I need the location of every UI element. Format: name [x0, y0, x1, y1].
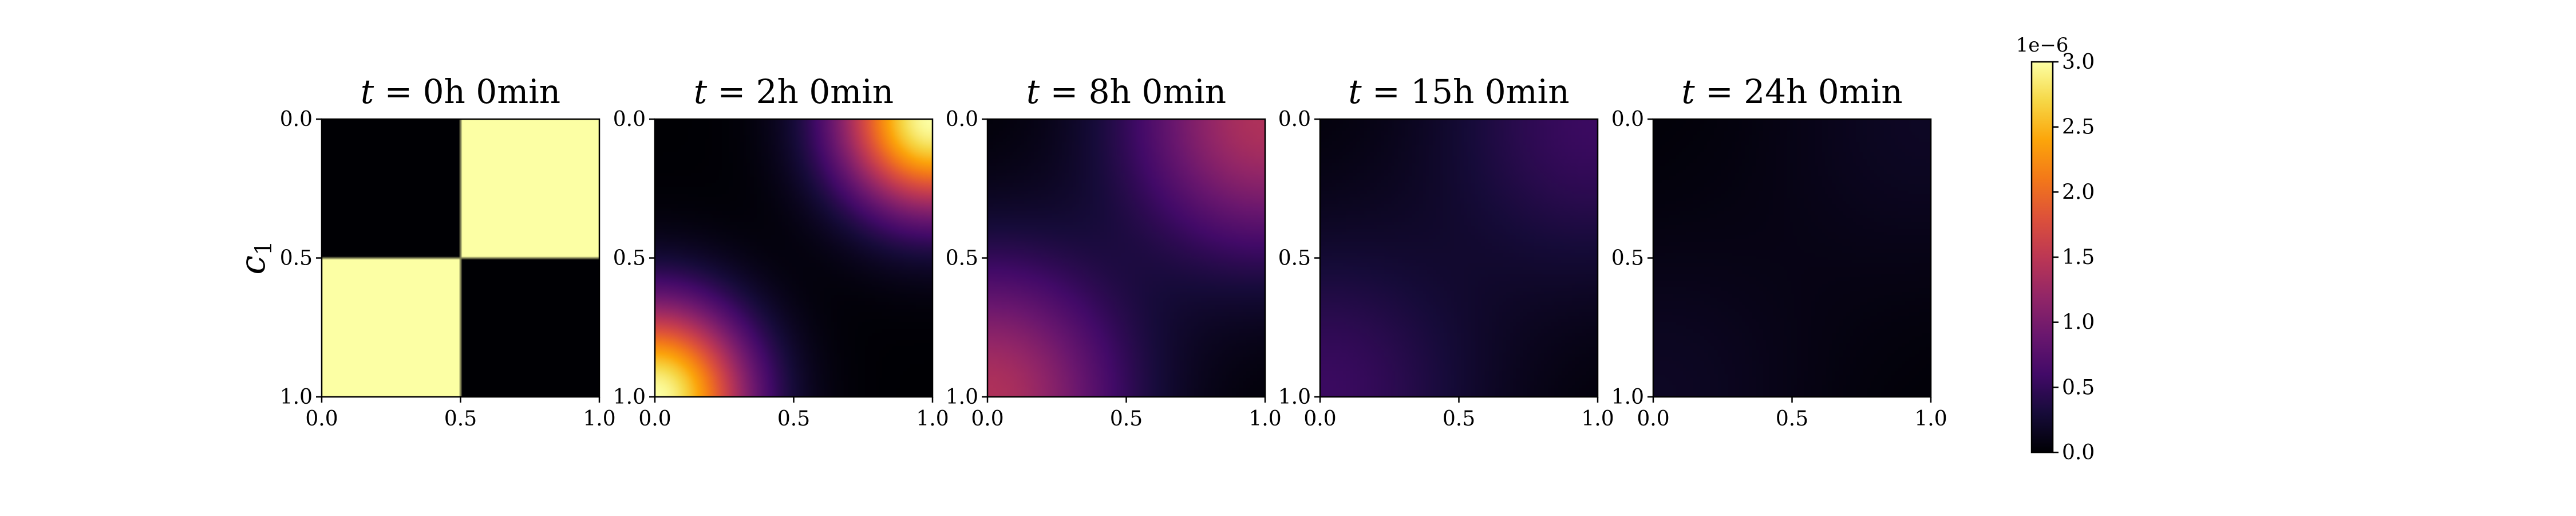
y-tick-label: 0.0 [280, 108, 313, 131]
x-tick-label: 1.0 [1581, 407, 1614, 431]
colorbar-tick-label: 3.0 [2062, 50, 2095, 74]
heatmap-image [322, 119, 599, 397]
colorbar-tick-label: 1.5 [2062, 246, 2095, 269]
colorbar-tick-label: 0.0 [2062, 441, 2095, 464]
y-tick-label: 0.0 [946, 108, 978, 131]
x-tick-label: 0.0 [1303, 407, 1336, 431]
x-tick-label: 0.0 [971, 407, 1003, 431]
heatmap-image [1653, 119, 1931, 397]
panel-title: t = 0h 0min [361, 72, 560, 111]
y-tick-label: 1.0 [1278, 385, 1311, 409]
y-tick-label: 0.5 [1278, 247, 1311, 270]
y-tick-label: 1.0 [1611, 385, 1644, 409]
y-tick-label: 0.0 [1278, 108, 1311, 131]
x-tick-label: 1.0 [583, 407, 615, 431]
y-tick-label: 0.5 [1611, 247, 1644, 270]
y-tick-label: 0.5 [280, 247, 313, 270]
y-tick-label: 0.0 [1611, 108, 1644, 131]
heatmap-image [655, 119, 933, 397]
colorbar-tick-label: 2.0 [2062, 180, 2095, 204]
colorbar: 0.0 0.5 1.0 1.5 2.0 2.5 3.01e−6 [2016, 34, 2095, 464]
panel-title: t = 2h 0min [694, 72, 894, 111]
y-tick-label: 0.5 [613, 247, 646, 270]
x-tick-label: 0.5 [444, 407, 477, 431]
x-tick-label: 1.0 [1249, 407, 1281, 431]
x-tick-label: 1.0 [916, 407, 949, 431]
y-tick-label: 0.0 [613, 108, 646, 131]
x-tick-label: 0.0 [305, 407, 338, 431]
y-tick-label: 1.0 [613, 385, 646, 409]
heatmap-image [1320, 119, 1598, 397]
x-tick-label: 1.0 [1914, 407, 1947, 431]
x-tick-label: 0.5 [1110, 407, 1143, 431]
colorbar-tick-label: 1.0 [2062, 311, 2095, 334]
y-tick-label: 1.0 [280, 385, 313, 409]
colorbar-exponent-label: 1e−6 [2016, 34, 2069, 57]
y-tick-label: 0.5 [946, 247, 978, 270]
panel-title: t = 24h 0min [1681, 72, 1902, 111]
x-tick-label: 0.0 [638, 407, 671, 431]
x-tick-label: 0.5 [777, 407, 810, 431]
y-axis-label: c1 [233, 241, 277, 274]
colorbar-tick-label: 0.5 [2062, 376, 2095, 399]
panel-title: t = 8h 0min [1026, 72, 1226, 111]
heatmap-image [987, 119, 1265, 397]
panel-title: t = 15h 0min [1348, 72, 1569, 111]
x-tick-label: 0.5 [1776, 407, 1808, 431]
y-tick-label: 1.0 [946, 385, 978, 409]
colorbar-tick-label: 2.5 [2062, 116, 2095, 139]
x-tick-label: 0.0 [1637, 407, 1669, 431]
x-tick-label: 0.5 [1443, 407, 1475, 431]
colorbar-gradient [2030, 61, 2054, 454]
